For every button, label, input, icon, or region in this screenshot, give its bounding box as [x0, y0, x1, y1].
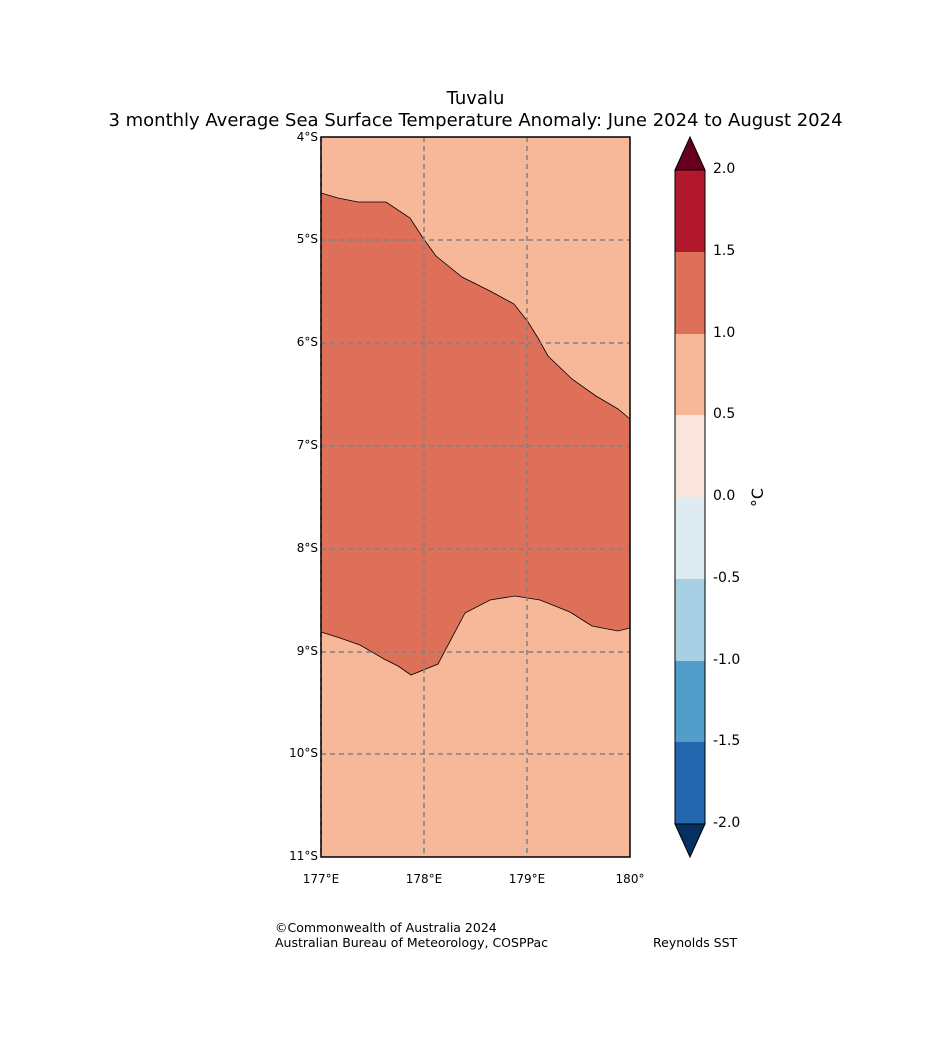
colorbar-tick-2.0: 2.0 [713, 161, 736, 177]
lon-label-177E: 177°E [302, 872, 340, 886]
colorbar [674, 135, 706, 859]
colorbar-tick-0.5: 0.5 [713, 406, 736, 422]
lat-label-9S: 9°S [296, 644, 318, 658]
colorbar-tick-1.5: 1.5 [713, 243, 736, 259]
colorbar-unit-label: °C [748, 487, 768, 508]
lon-label-178E: 178°E [405, 872, 443, 886]
lat-label-4S: 4°S [296, 130, 318, 144]
lon-label-180: 180° [615, 872, 645, 886]
colorbar-seg-0.0-0.5 [675, 415, 705, 497]
colorbar-seg-1.0-1.5 [675, 252, 705, 334]
colorbar-extend-bottom [674, 823, 706, 859]
colorbar-seg--1.0--0.5 [675, 579, 705, 661]
lat-label-11S: 11°S [289, 849, 318, 863]
colorbar-tick--2.0: -2.0 [713, 815, 741, 831]
lon-label-179E: 179°E [508, 872, 546, 886]
data-source-text: Reynolds SST [653, 935, 738, 950]
colorbar-seg-0.5-1.0 [675, 334, 705, 415]
map-title: Tuvalu [446, 88, 505, 109]
copyright-text: ©Commonwealth of Australia 2024 [275, 920, 497, 935]
colorbar-tick--0.5: -0.5 [713, 570, 741, 586]
colorbar-tick-1.0: 1.0 [713, 325, 736, 341]
lat-label-10S: 10°S [289, 746, 318, 760]
colorbar-tick--1.5: -1.5 [713, 733, 741, 749]
colorbar-tick--1.0: -1.0 [713, 652, 741, 668]
colorbar-extend-top [674, 135, 706, 171]
colorbar-tick-0.0: 0.0 [713, 488, 736, 504]
lat-label-5S: 5°S [296, 232, 318, 246]
map-border [320, 136, 631, 858]
colorbar-seg-1.5-2.0 [675, 170, 705, 252]
lat-label-6S: 6°S [296, 335, 318, 349]
lat-label-7S: 7°S [296, 438, 318, 452]
colorbar-seg--0.5-0.0 [675, 497, 705, 579]
colorbar-seg--1.5--1.0 [675, 661, 705, 742]
colorbar-seg--2.0--1.5 [675, 742, 705, 824]
colorbar-border [674, 169, 706, 825]
lat-label-8S: 8°S [296, 541, 318, 555]
organization-text: Australian Bureau of Meteorology, COSPPa… [275, 935, 548, 950]
map-subtitle: 3 monthly Average Sea Surface Temperatur… [108, 110, 843, 131]
